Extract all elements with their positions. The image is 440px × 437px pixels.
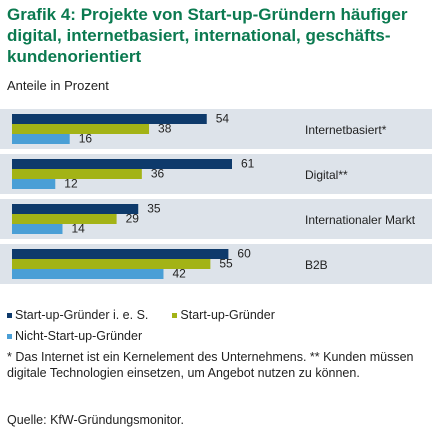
bar-2-series-3 xyxy=(12,179,56,189)
legend-label-series-1: Start-up-Gründer i. e. S. xyxy=(15,308,149,322)
chart-source: Quelle: KfW-Gründungsmonitor. xyxy=(7,413,184,427)
bar-2-series-1 xyxy=(12,159,232,169)
bar-3-series-3 xyxy=(12,224,63,234)
data-label-3-series-3: 14 xyxy=(71,222,85,236)
data-label-2-series-2: 36 xyxy=(151,167,165,181)
legend-swatch-series-2 xyxy=(172,312,178,318)
data-label-2-series-3: 12 xyxy=(64,177,78,191)
data-label-1-series-1: 54 xyxy=(216,112,230,126)
bar-1-series-1 xyxy=(12,114,207,124)
bar-4-series-3 xyxy=(12,269,164,279)
bar-1-series-3 xyxy=(12,134,70,144)
data-label-4-series-1: 60 xyxy=(237,247,251,261)
bar-4-series-2 xyxy=(12,259,211,269)
legend-swatch-series-1 xyxy=(7,312,12,318)
bar-4-series-1 xyxy=(12,249,229,259)
bar-3-series-2 xyxy=(12,214,117,224)
chart-title: Grafik 4: Projekte von Start-up-Gründern… xyxy=(7,5,408,66)
chart-footnote: * Das Internet ist ein Kernelement des U… xyxy=(7,350,414,380)
legend-item-series-2: Start-up-Gründer xyxy=(172,308,275,322)
data-label-2-series-1: 61 xyxy=(241,157,255,171)
chart-subtitle: Anteile in Prozent xyxy=(7,78,109,93)
legend-item-series-1: Start-up-Gründer i. e. S. xyxy=(7,308,148,322)
data-label-3-series-2: 29 xyxy=(126,212,140,226)
bar-3-series-1 xyxy=(12,204,139,214)
data-label-1-series-3: 16 xyxy=(79,132,93,146)
bar-1-series-2 xyxy=(12,124,150,134)
data-label-4-series-3: 42 xyxy=(172,267,186,281)
category-label-4: B2B xyxy=(305,258,328,272)
legend-item-series-3: Nicht-Start-up-Gründer xyxy=(7,329,142,343)
legend-swatch-series-3 xyxy=(7,333,12,339)
legend-label-series-2: Start-up-Gründer xyxy=(180,308,275,322)
bar-chart: 54 38 16 Internetbasiert* 61 36 12 Digital** 35 2… xyxy=(0,109,432,284)
category-label-2: Digital** xyxy=(305,168,348,182)
legend-label-series-3: Nicht-Start-up-Gründer xyxy=(15,329,143,343)
category-label-1: Internetbasiert* xyxy=(305,123,387,137)
data-label-1-series-2: 38 xyxy=(158,122,172,136)
data-label-4-series-2: 55 xyxy=(219,257,233,271)
legend: Start-up-Gründer i. e. S. Start-up-Gründ… xyxy=(7,306,427,348)
category-label-3: Internationaler Markt xyxy=(305,213,416,227)
bar-2-series-2 xyxy=(12,169,142,179)
data-label-3-series-1: 35 xyxy=(147,202,161,216)
